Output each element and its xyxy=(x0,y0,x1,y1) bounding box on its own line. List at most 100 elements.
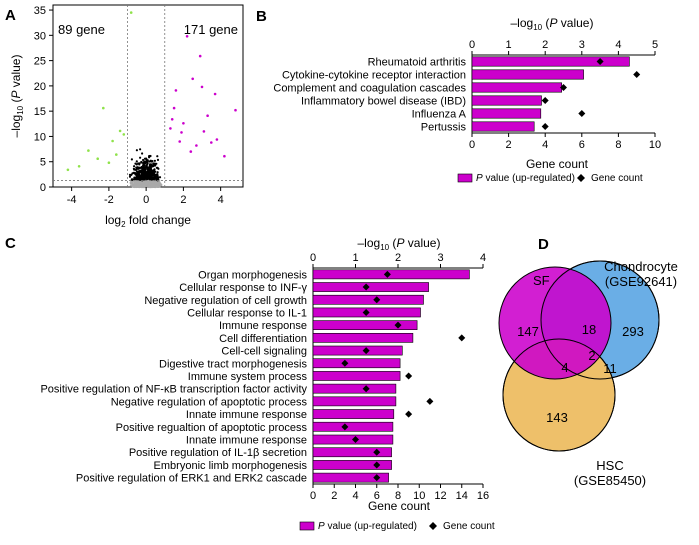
volcano-point xyxy=(234,108,237,112)
venn-count-sf-hsc: 4 xyxy=(561,360,568,375)
volcano-point xyxy=(150,164,153,167)
volcano-point xyxy=(135,163,138,166)
panel-label-a: A xyxy=(5,7,16,24)
term-label: Immune system process xyxy=(188,371,308,383)
bottom-tick-label: 8 xyxy=(395,490,401,502)
gene-count-marker xyxy=(633,71,641,78)
term-label: Cellular response to IL-1 xyxy=(187,308,307,320)
venn-label-hsc: HSC xyxy=(596,458,623,473)
p-value-bar xyxy=(312,345,403,356)
volcano-point xyxy=(145,160,148,163)
volcano-point xyxy=(138,167,141,170)
p-value-bar xyxy=(471,95,542,106)
up-regulated-count-label: 171 gene xyxy=(184,22,238,37)
gene-count-marker xyxy=(373,474,381,482)
volcano-y-axis-title: –log10 (P value) xyxy=(9,55,25,138)
x-tick-label: -2 xyxy=(104,194,114,206)
venn-circle-sf xyxy=(498,266,612,380)
term-label: Pertussis xyxy=(421,122,467,134)
volcano-x-axis-title: log2 fold change xyxy=(105,213,191,229)
bottom-tick-label: 4 xyxy=(542,139,548,151)
volcano-point xyxy=(142,161,145,164)
legend-bar-swatch xyxy=(457,173,473,183)
bottom-tick-label: 0 xyxy=(469,139,475,151)
volcano-point xyxy=(139,176,142,179)
x-tick-label: -4 xyxy=(67,194,77,206)
x-tick-label: 4 xyxy=(218,194,224,206)
p-value-bar xyxy=(471,121,535,132)
bottom-tick-label: 14 xyxy=(456,490,468,502)
volcano-point xyxy=(135,166,138,169)
p-value-bar xyxy=(312,371,401,381)
bottom-tick-label: 0 xyxy=(310,490,316,502)
volcano-point xyxy=(180,131,183,134)
term-label: Embryonic limb morphogenesis xyxy=(154,460,308,472)
gene-count-marker xyxy=(362,283,370,291)
term-label: Cellular response to INF-γ xyxy=(179,282,307,294)
p-value-bar xyxy=(312,294,424,305)
venn-count-hsc-only: 143 xyxy=(546,410,568,425)
volcano-point xyxy=(174,89,178,92)
bottom-tick-label: 6 xyxy=(374,490,380,502)
term-label: Negative regulation of apoptotic process xyxy=(111,396,308,408)
panel-a-volcano-plot: A -4 -2 0 2 4 0 5 10 15 20 25 30 35 89 gene 171 gen… xyxy=(5,4,244,229)
volcano-point xyxy=(130,173,133,176)
volcano-point xyxy=(195,144,198,147)
gene-count-marker xyxy=(426,397,434,405)
volcano-point xyxy=(137,181,140,184)
volcano-point xyxy=(147,184,150,188)
gene-count-marker xyxy=(362,308,370,316)
term-label: Innate immune response xyxy=(186,435,307,447)
volcano-point xyxy=(185,35,189,38)
bottom-tick-label: 2 xyxy=(506,139,512,151)
volcano-point xyxy=(111,139,114,143)
volcano-point xyxy=(143,178,146,181)
volcano-point xyxy=(134,185,137,188)
bottom-tick-label: 16 xyxy=(477,490,489,502)
venn-count-chondrocyte-only: 293 xyxy=(622,324,644,339)
gene-count-marker xyxy=(596,58,604,65)
volcano-point xyxy=(148,178,151,181)
top-tick-label: 2 xyxy=(395,252,401,264)
volcano-point xyxy=(156,155,159,158)
top-tick-label: 3 xyxy=(437,252,443,264)
term-label: Positive regulation of ERK1 and ERK2 cas… xyxy=(76,473,307,485)
volcano-point xyxy=(128,175,132,178)
volcano-point xyxy=(149,166,152,170)
venn-label-sf: SF xyxy=(533,273,550,288)
top-tick-label: 1 xyxy=(506,39,512,51)
y-tick-label: 0 xyxy=(40,182,46,194)
volcano-point xyxy=(153,162,156,165)
gene-count-marker xyxy=(373,296,381,304)
volcano-point xyxy=(144,174,147,177)
panel-d-venn-diagram: D SF Chondrocyte (GSE92641) HSC (GSE8545… xyxy=(498,236,678,488)
panel-label-b: B xyxy=(256,8,267,25)
volcano-point xyxy=(141,169,144,172)
p-value-bar xyxy=(312,460,392,470)
p-value-bar xyxy=(312,472,389,483)
legend-bar-label: P value (up-regulated) xyxy=(318,521,417,532)
volcano-point xyxy=(115,153,118,156)
volcano-point xyxy=(153,170,156,173)
volcano-point xyxy=(151,160,154,163)
volcano-point xyxy=(129,11,133,14)
volcano-point xyxy=(178,140,181,143)
gene-count-marker xyxy=(458,334,466,342)
volcano-point xyxy=(132,167,135,170)
gene-count-marker xyxy=(362,385,370,393)
legend-marker-label: Gene count xyxy=(443,521,495,532)
bottom-tick-label: 10 xyxy=(649,139,661,151)
venn-count-all-three: 2 xyxy=(588,348,595,363)
term-label: Cell differentiation xyxy=(219,333,307,345)
volcano-point xyxy=(156,182,159,185)
volcano-point xyxy=(140,161,143,164)
gene-count-marker xyxy=(541,97,549,104)
top-tick-label: 4 xyxy=(480,252,486,264)
x-tick-label: 0 xyxy=(143,194,149,206)
volcano-point xyxy=(172,106,176,110)
volcano-point xyxy=(141,166,144,170)
gene-count-marker xyxy=(373,461,381,469)
volcano-point xyxy=(87,149,90,152)
term-label: Inflammatory bowel disease (IBD) xyxy=(301,96,466,108)
